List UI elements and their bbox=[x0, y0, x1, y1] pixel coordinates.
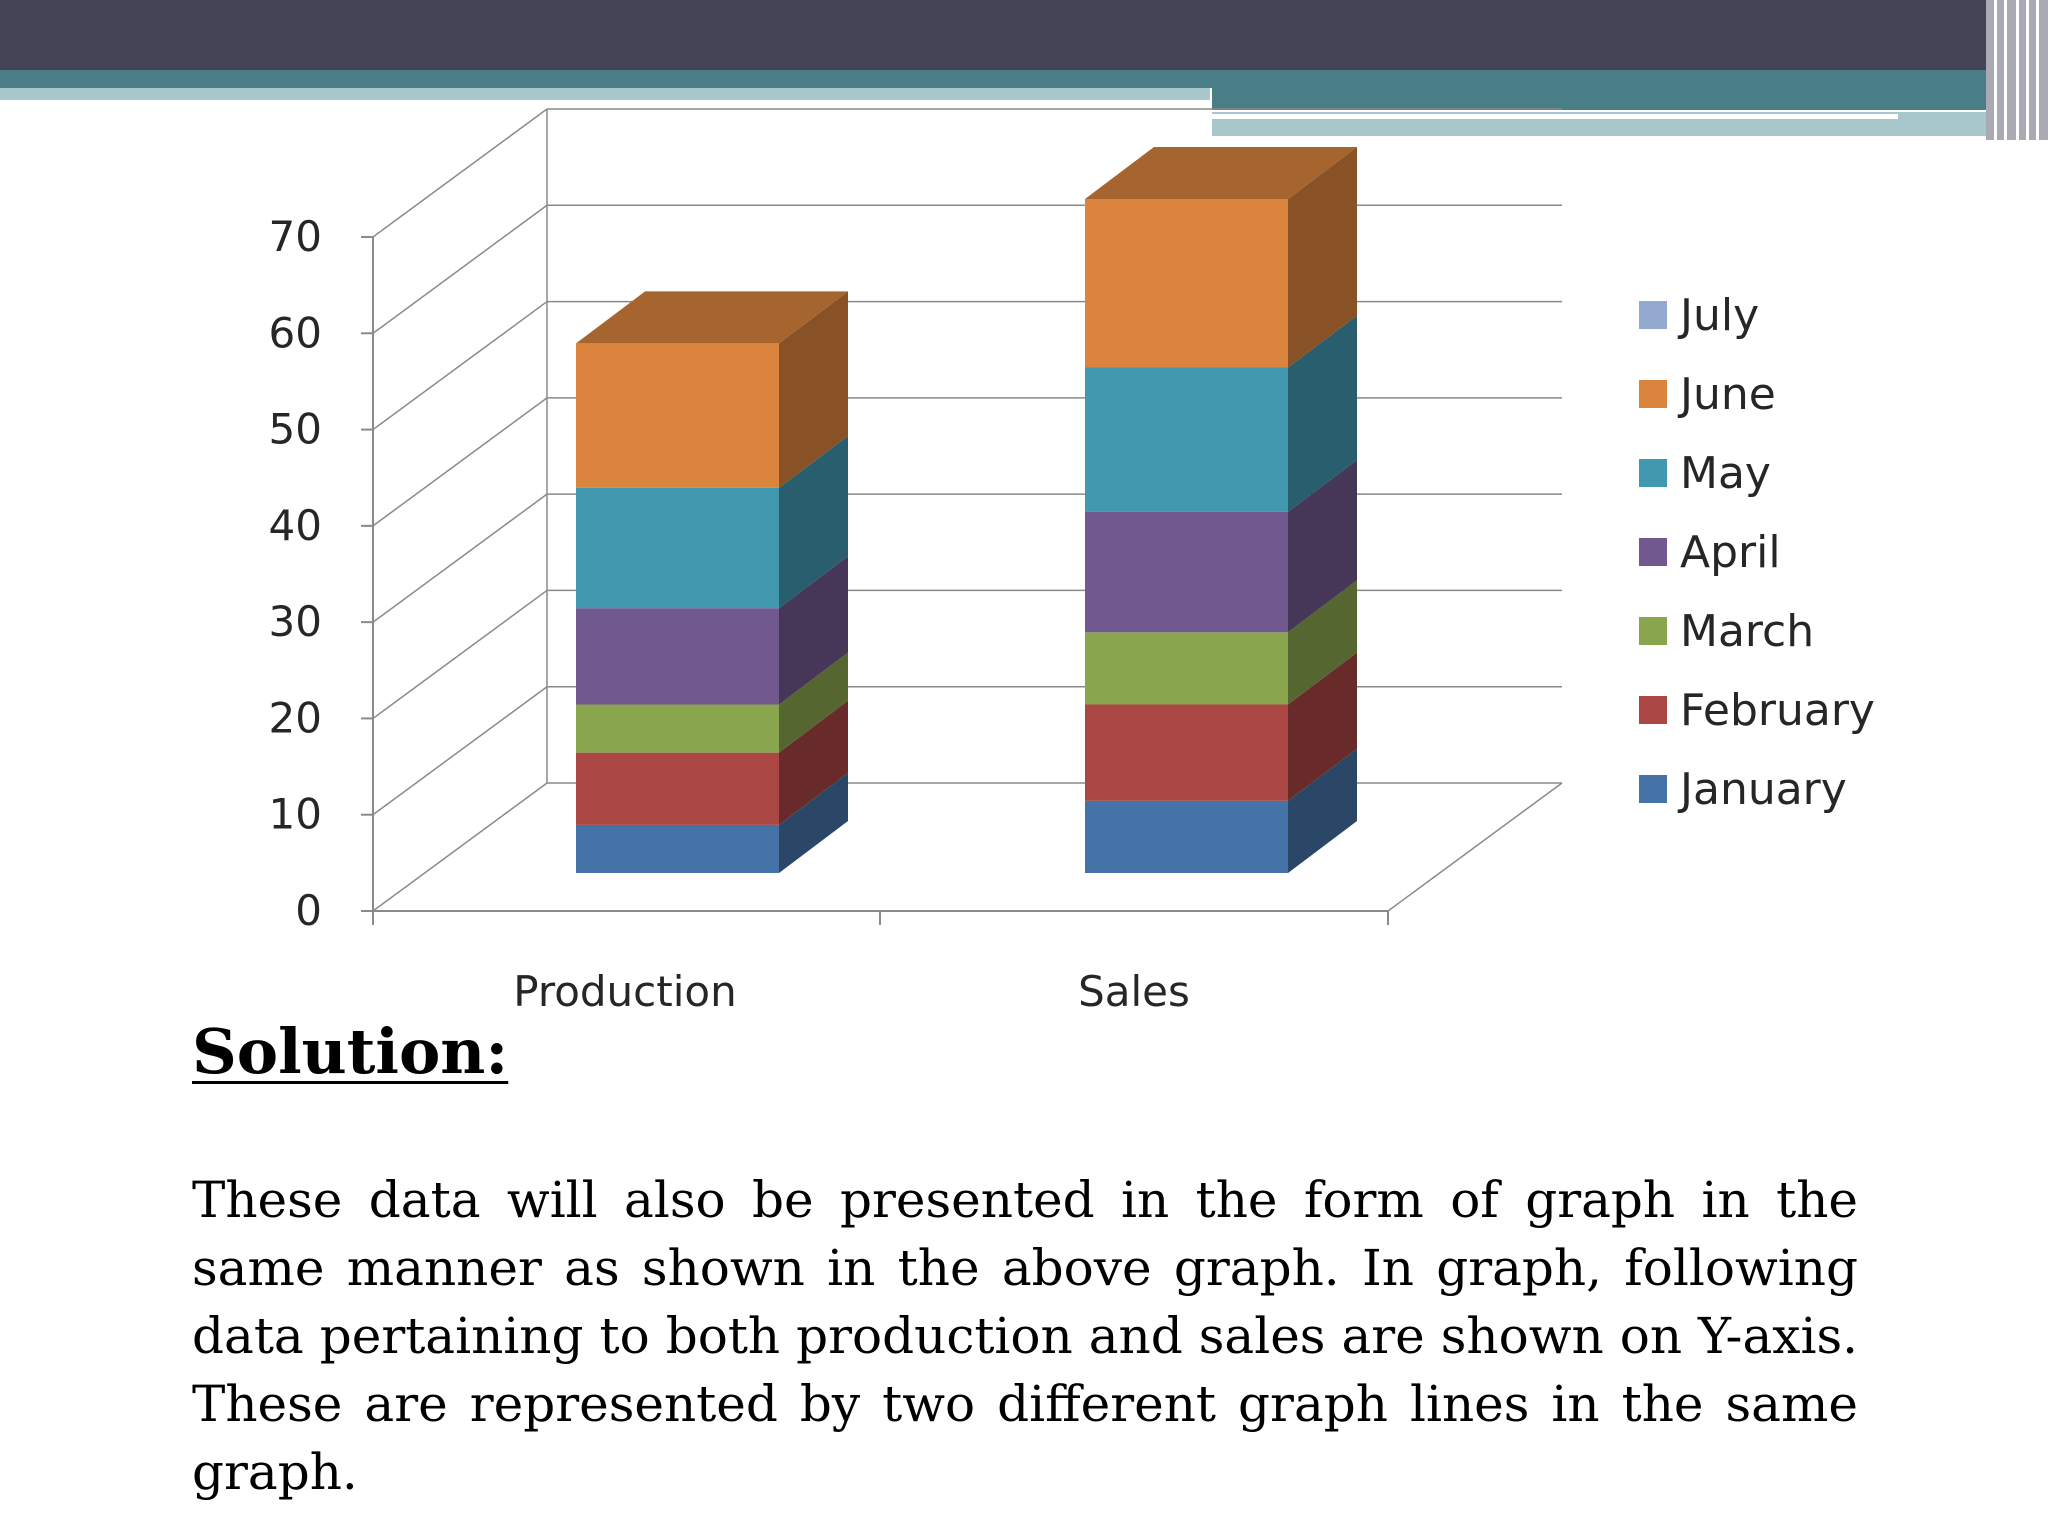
bar-segment bbox=[576, 487, 779, 609]
corner-stripes bbox=[1986, 0, 2048, 140]
y-tick-label: 30 bbox=[269, 597, 322, 646]
bar-segment-side bbox=[779, 556, 848, 705]
bar-segment-side bbox=[1288, 459, 1357, 633]
bar-segment-side bbox=[1288, 580, 1357, 705]
bar-segment bbox=[1085, 800, 1288, 873]
legend-label: July bbox=[1677, 290, 1759, 341]
y-tick-label: 40 bbox=[269, 501, 322, 550]
bar-segment bbox=[576, 343, 779, 488]
x-category-label: Production bbox=[513, 967, 736, 1016]
gridline-depth bbox=[372, 300, 548, 431]
gridline-depth bbox=[372, 204, 548, 334]
bar-segment-side bbox=[1288, 315, 1357, 512]
bar-segment bbox=[576, 752, 779, 825]
legend-label: February bbox=[1680, 685, 1875, 736]
x-category-label: Sales bbox=[1078, 967, 1190, 1016]
bar-segment bbox=[1085, 704, 1288, 801]
gridline-depth bbox=[372, 589, 548, 720]
bar-segment-side bbox=[779, 435, 848, 609]
bar-segment bbox=[1085, 511, 1288, 633]
accent-band-light bbox=[0, 88, 1210, 100]
legend-label: June bbox=[1677, 369, 1776, 420]
bar-segment bbox=[1085, 632, 1288, 705]
y-tick-label: 50 bbox=[269, 405, 322, 454]
bar-segment bbox=[1085, 199, 1288, 368]
gridline-depth bbox=[372, 493, 548, 623]
gridline-depth bbox=[372, 782, 548, 912]
legend-swatch bbox=[1639, 380, 1667, 408]
legend-label: March bbox=[1680, 606, 1814, 657]
bar-segment-side bbox=[1288, 748, 1357, 873]
bar-segment bbox=[576, 824, 779, 873]
bar-top bbox=[1085, 147, 1357, 199]
legend-swatch bbox=[1639, 696, 1667, 724]
stacked-bar-chart: 0 10 20 30 40 50 60 70 Production Sales July June Ma… bbox=[269, 108, 1875, 1016]
gridline-depth bbox=[372, 686, 548, 816]
bar-segment-side bbox=[779, 652, 848, 753]
gridline-depth bbox=[372, 108, 548, 238]
bar-segment-side bbox=[779, 772, 848, 873]
legend-swatch bbox=[1639, 775, 1667, 803]
bar-segment bbox=[1085, 367, 1288, 512]
bar-segment bbox=[576, 704, 779, 753]
bar-segment-side bbox=[1288, 147, 1357, 368]
y-tick-label: 70 bbox=[269, 212, 322, 261]
solution-heading: Solution: bbox=[192, 1015, 509, 1088]
accent-band bbox=[0, 70, 2010, 88]
title-bar-decoration bbox=[0, 0, 2048, 70]
y-tick-label: 10 bbox=[269, 790, 322, 839]
y-tick-label: 60 bbox=[269, 308, 322, 357]
bar-segment-side bbox=[1288, 652, 1357, 801]
legend-swatch bbox=[1639, 617, 1667, 645]
legend-swatch bbox=[1639, 301, 1667, 329]
legend-swatch bbox=[1639, 538, 1667, 566]
solution-body: These data will also be presented in the… bbox=[192, 1171, 1858, 1501]
accent-band-right bbox=[1212, 88, 2010, 110]
gridline-depth bbox=[372, 397, 548, 527]
legend-label: April bbox=[1680, 527, 1781, 578]
legend-label: May bbox=[1680, 448, 1771, 499]
floor-edge bbox=[1387, 782, 1563, 912]
y-tick-label: 20 bbox=[269, 693, 322, 742]
bar-top bbox=[576, 291, 848, 344]
legend-label: January bbox=[1677, 764, 1847, 815]
bar-segment-side bbox=[779, 700, 848, 825]
legend-swatch bbox=[1639, 459, 1667, 487]
accent-line-white bbox=[1212, 114, 1898, 119]
bar-segment-side bbox=[779, 291, 848, 488]
bar-segment bbox=[576, 608, 779, 705]
y-tick-label: 0 bbox=[295, 886, 322, 935]
